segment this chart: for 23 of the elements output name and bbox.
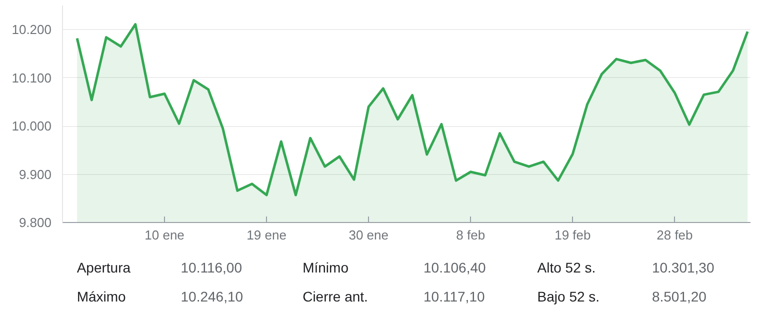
text: Apertura [76, 260, 131, 276]
x-tick-label: 10 ene [144, 228, 184, 242]
y-tick-label: 10.000 [12, 118, 52, 134]
y-tick-label: 10.100 [12, 70, 52, 86]
y-tick-label: 10.200 [12, 22, 52, 38]
x-tick-label: 8 feb [456, 228, 486, 242]
text: 10.116,00 [180, 260, 242, 276]
text: 10.301,30 [652, 260, 714, 276]
y-tick-label: 9.900 [18, 166, 52, 182]
text: 8.501,20 [652, 288, 707, 304]
x-tick-label: 19 ene [246, 228, 286, 242]
text: Máximo [76, 288, 126, 304]
text: Mínimo [302, 260, 349, 276]
x-tick-label: 28 feb [656, 228, 693, 242]
text: 10.117,10 [424, 288, 485, 304]
text: Alto 52 s. [537, 260, 596, 276]
x-tick-label: 19 feb [554, 228, 591, 242]
text: Cierre ant. [302, 288, 368, 304]
y-tick-label: 9.800 [18, 215, 52, 230]
text: 10.106,40 [424, 260, 486, 276]
text: Bajo 52 s. [537, 288, 600, 304]
text: 10.246,10 [180, 288, 244, 304]
x-tick-label: 30 ene [348, 228, 388, 242]
